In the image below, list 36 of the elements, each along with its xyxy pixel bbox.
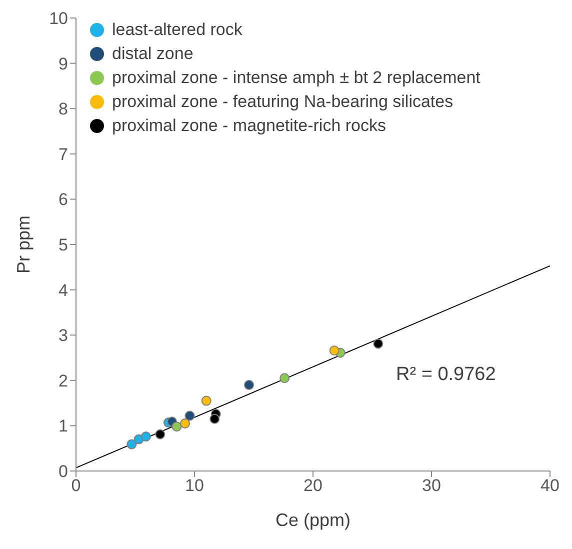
y-tick-label: 6 bbox=[58, 190, 68, 210]
point bbox=[373, 338, 384, 349]
y-tick-label: 10 bbox=[49, 9, 68, 28]
legend-label: distal zone bbox=[112, 43, 194, 65]
x-axis-title: Ce (ppm) bbox=[275, 510, 351, 530]
point bbox=[280, 373, 290, 384]
y-tick-label: 8 bbox=[58, 100, 68, 119]
point bbox=[140, 432, 151, 442]
y-tick-label: 5 bbox=[58, 236, 68, 255]
x-tick-label: 20 bbox=[304, 476, 322, 496]
point bbox=[155, 429, 166, 440]
y-tick-label: 7 bbox=[58, 144, 68, 164]
point bbox=[172, 422, 182, 432]
legend-label: least-altered rock bbox=[112, 19, 242, 41]
point bbox=[126, 439, 137, 450]
y-tick-label: 9 bbox=[58, 54, 68, 74]
x-tick-label: 10 bbox=[185, 476, 204, 496]
point bbox=[329, 345, 340, 356]
point bbox=[184, 410, 195, 421]
y-axis-title: Pr ppm bbox=[13, 215, 34, 274]
y-tick-label: 4 bbox=[58, 280, 68, 300]
annotation: R² = 0.9762 bbox=[396, 364, 496, 386]
x-tick-label: 30 bbox=[422, 476, 441, 496]
point bbox=[180, 418, 190, 428]
y-tick-label: 0 bbox=[58, 462, 68, 482]
y-tick-label: 2 bbox=[58, 371, 68, 390]
y-tick-label: 3 bbox=[58, 326, 68, 346]
point bbox=[244, 380, 254, 390]
legend-label: proximal zone - featuring Na-bearing silicates bbox=[112, 91, 454, 113]
x-tick-label: 40 bbox=[540, 476, 560, 496]
y-tick-label: 1 bbox=[58, 416, 68, 436]
x-tick-label: 0 bbox=[71, 476, 81, 496]
legend-label: proximal zone - magnetite-rich rocks bbox=[112, 115, 386, 137]
legend-label: proximal zone - intense amph ± bt 2 replacement bbox=[112, 67, 480, 89]
point bbox=[210, 414, 220, 424]
point bbox=[201, 396, 212, 406]
